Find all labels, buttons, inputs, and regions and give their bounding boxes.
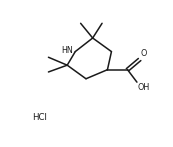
Text: OH: OH	[138, 83, 150, 92]
Text: O: O	[140, 49, 147, 58]
Text: HN: HN	[61, 46, 73, 55]
Text: HCl: HCl	[32, 113, 47, 122]
